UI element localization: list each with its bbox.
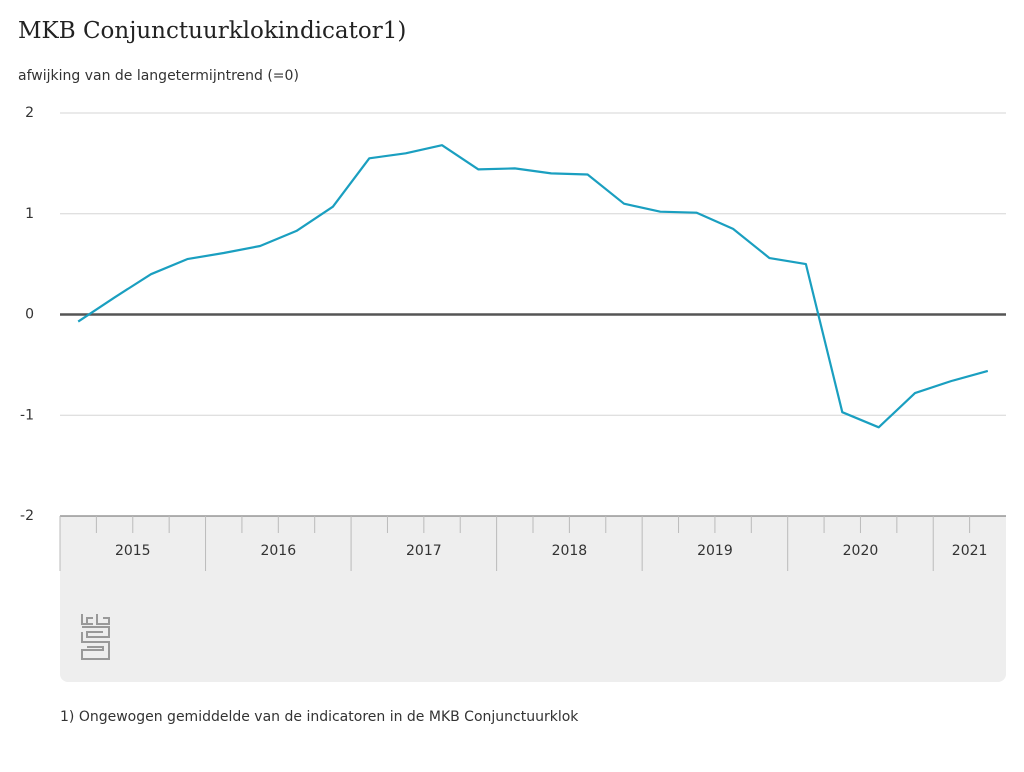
x-tick-label: 2019 bbox=[697, 543, 733, 559]
y-tick-label: 0 bbox=[25, 307, 34, 323]
y-tick-label: 1 bbox=[25, 206, 34, 222]
series-line bbox=[77, 144, 989, 429]
footnote: 1) Ongewogen gemiddelde van de indicator… bbox=[60, 709, 579, 725]
x-tick-label: 2020 bbox=[843, 543, 879, 559]
y-tick-label: 2 bbox=[25, 105, 34, 121]
x-tick-label: 2021 bbox=[952, 543, 988, 559]
y-tick-label: -1 bbox=[20, 407, 34, 423]
x-tick-label: 2015 bbox=[115, 543, 151, 559]
chart-title: MKB Conjunctuurklokindicator1) bbox=[18, 18, 406, 44]
logo bbox=[81, 614, 110, 660]
x-tick-label: 2017 bbox=[406, 543, 442, 559]
y-axis-label: afwijking van de langetermijntrend (=0) bbox=[18, 68, 299, 84]
x-tick-label: 2016 bbox=[260, 543, 296, 559]
axis-band bbox=[60, 516, 1006, 682]
y-tick-label: -2 bbox=[20, 508, 34, 524]
x-tick-label: 2018 bbox=[552, 543, 588, 559]
